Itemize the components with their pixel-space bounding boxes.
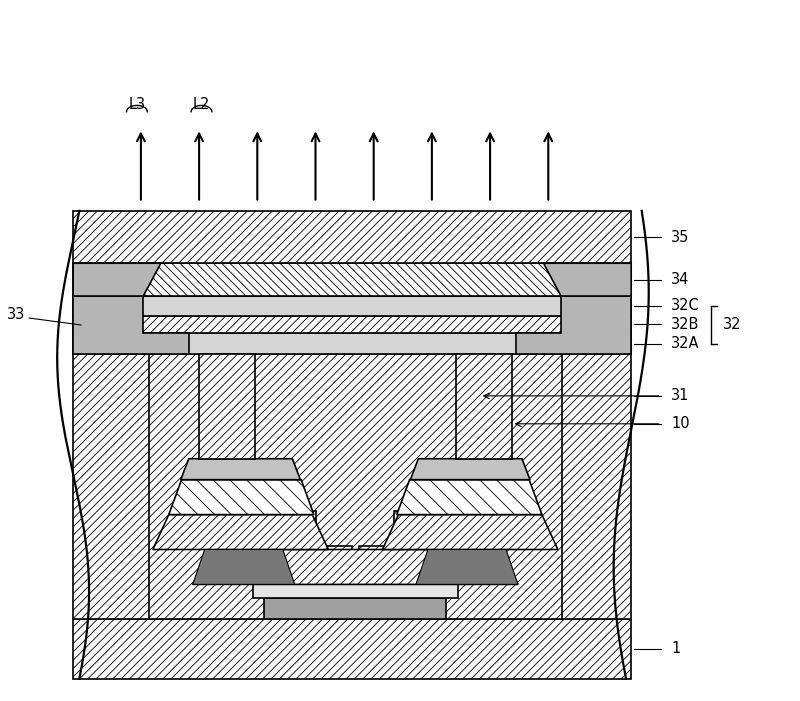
Bar (73, 619, 631, 679)
Text: 32B: 32B (671, 317, 699, 332)
Polygon shape (515, 296, 631, 354)
Text: L3: L3 (128, 97, 146, 112)
Polygon shape (193, 550, 294, 585)
Polygon shape (181, 458, 300, 479)
Text: 31: 31 (671, 388, 690, 403)
Bar (73, 333, 631, 354)
Polygon shape (543, 263, 631, 296)
Bar (73, 263, 631, 296)
Polygon shape (410, 458, 530, 479)
Bar (73, 296, 631, 315)
Text: 35: 35 (671, 229, 690, 245)
Text: 1: 1 (671, 641, 680, 657)
Text: 32: 32 (723, 317, 742, 332)
Text: 32A: 32A (671, 336, 699, 351)
Polygon shape (193, 550, 518, 585)
Bar (456, 354, 512, 458)
Polygon shape (73, 296, 189, 354)
Polygon shape (149, 354, 352, 619)
Bar (265, 599, 446, 619)
Text: 10: 10 (671, 416, 690, 431)
Text: 34: 34 (671, 272, 690, 287)
Polygon shape (73, 263, 161, 296)
Polygon shape (397, 479, 542, 515)
Text: 32C: 32C (671, 299, 700, 313)
Polygon shape (169, 479, 314, 515)
Bar (73, 315, 631, 333)
Text: L2: L2 (193, 97, 210, 112)
Bar (199, 354, 255, 458)
Bar (73, 211, 631, 263)
Polygon shape (416, 550, 518, 585)
Polygon shape (382, 515, 558, 550)
Bar (253, 585, 458, 599)
Text: 33: 33 (7, 307, 26, 322)
Polygon shape (358, 354, 562, 619)
Bar (73, 354, 631, 619)
Polygon shape (153, 515, 328, 550)
